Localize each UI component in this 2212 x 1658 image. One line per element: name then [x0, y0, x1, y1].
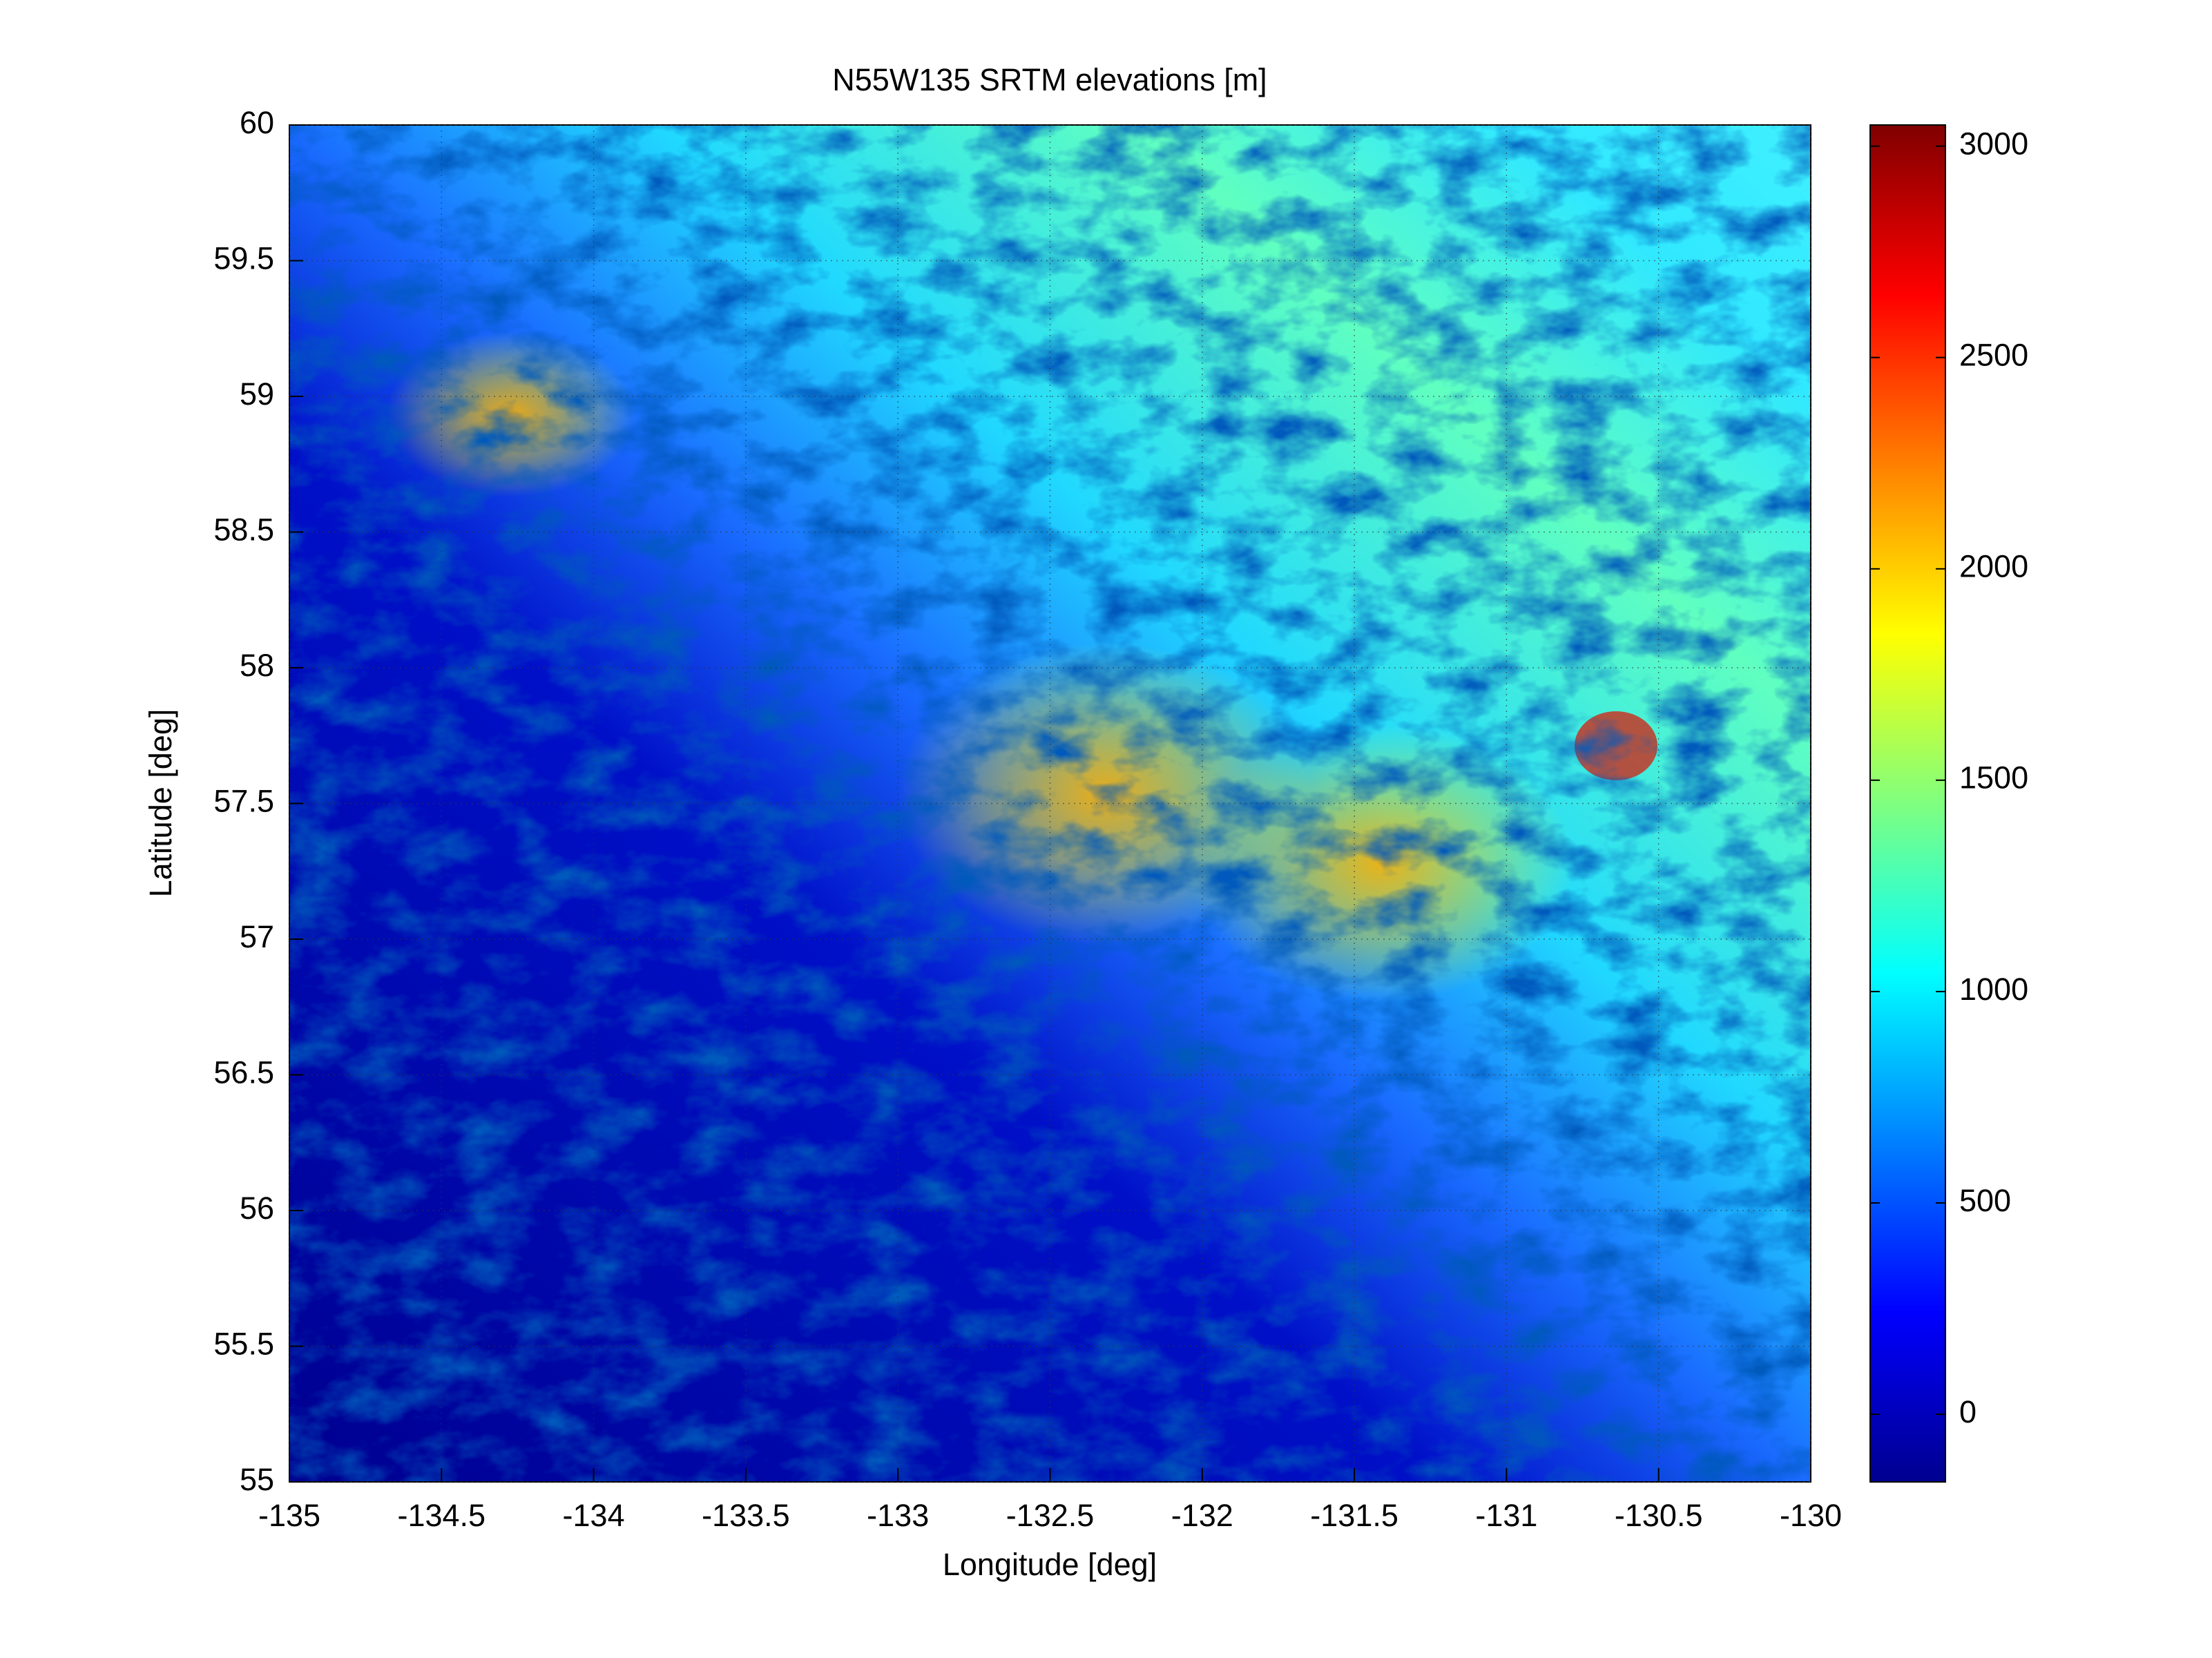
x-tick-label: -132 [1171, 1498, 1233, 1533]
x-axis-label: Longitude [deg] [943, 1547, 1157, 1582]
x-tick-label: -130 [1780, 1498, 1842, 1533]
y-tick-label: 58 [240, 648, 274, 683]
x-tick-label: -131.5 [1310, 1498, 1398, 1533]
colorbar-tick-label: 0 [1959, 1394, 1977, 1429]
chart-title: N55W135 SRTM elevations [m] [832, 62, 1267, 97]
x-tick-label: -131 [1475, 1498, 1537, 1533]
x-tick-label: -132.5 [1006, 1498, 1095, 1533]
y-tick-label: 56.5 [213, 1054, 274, 1090]
x-tick-label: -135 [258, 1498, 320, 1533]
colorbar-tick-label: 1500 [1959, 760, 2028, 796]
x-tick-label: -133 [867, 1498, 929, 1533]
colorbar-tick-label: 3000 [1959, 126, 2028, 161]
y-tick-label: 58.5 [213, 512, 274, 547]
y-axis-label: Latitude [deg] [143, 709, 178, 898]
y-tick-label: 57.5 [213, 783, 274, 818]
colorbar-tick-label: 2500 [1959, 338, 2028, 373]
x-tick-label: -134.5 [397, 1498, 485, 1533]
elevation-image [289, 125, 1811, 1482]
colorbar-tick-label: 1000 [1959, 972, 2028, 1007]
y-tick-label: 59 [240, 376, 274, 412]
y-tick-label: 56 [240, 1191, 274, 1226]
y-tick-label: 55.5 [213, 1326, 274, 1361]
colorbar [1869, 124, 1946, 1483]
y-tick-label: 59.5 [213, 240, 274, 276]
x-tick-label: -133.5 [702, 1498, 790, 1533]
y-tick-label: 55 [240, 1462, 274, 1497]
x-tick-label: -134 [563, 1498, 625, 1533]
x-tick-label: -130.5 [1615, 1498, 1703, 1533]
colorbar-tick-label: 500 [1959, 1183, 2011, 1218]
y-tick-label: 57 [240, 919, 274, 954]
y-tick-label: 60 [240, 105, 274, 140]
colorbar-tick-label: 2000 [1959, 549, 2028, 584]
